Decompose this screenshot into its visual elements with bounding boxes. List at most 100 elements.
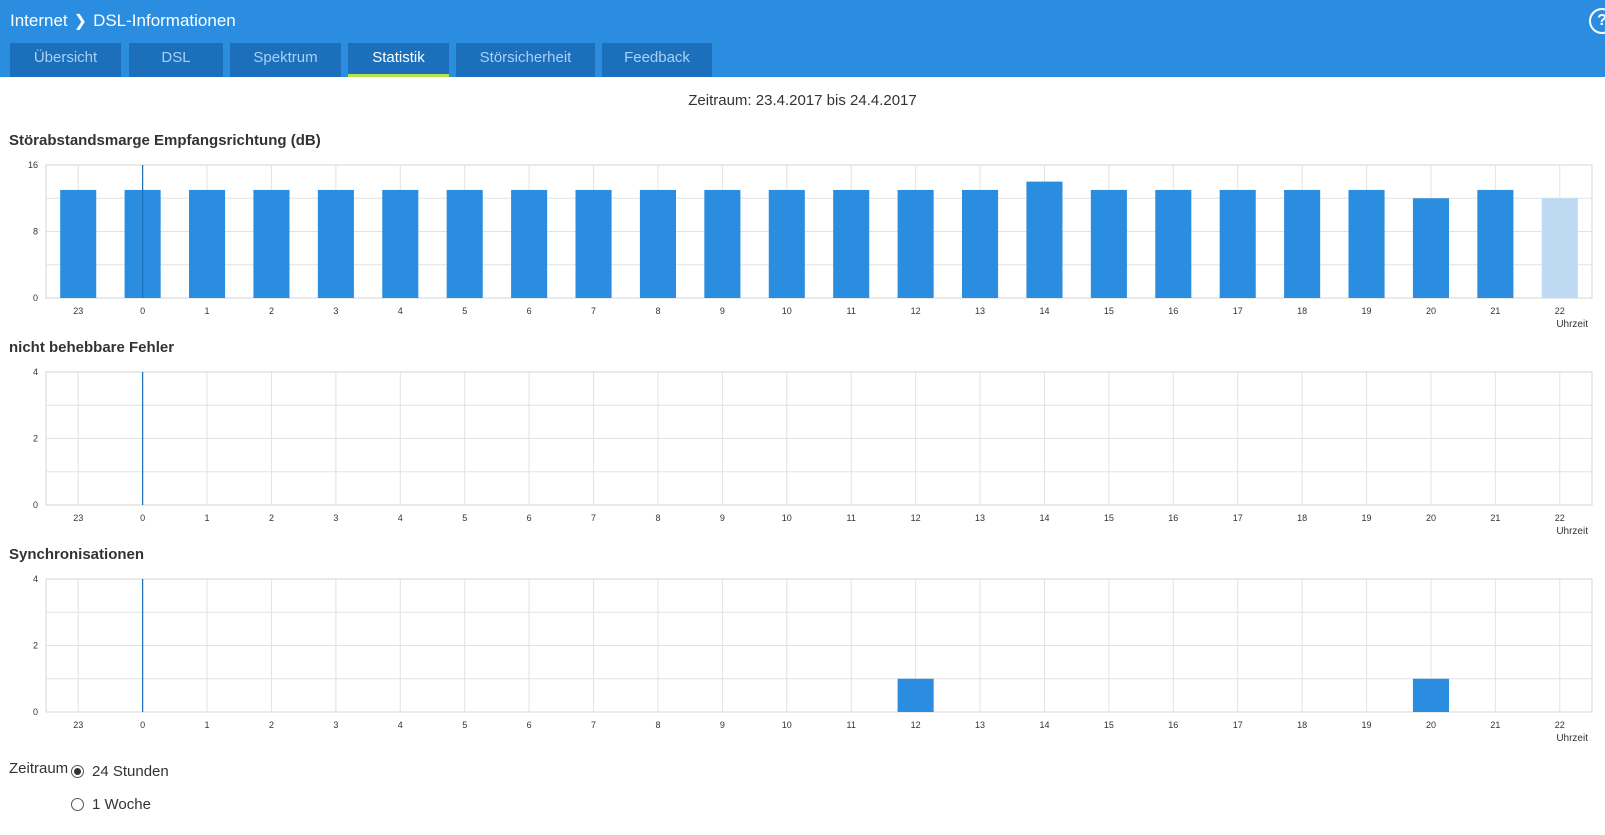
bar <box>382 189 419 298</box>
y-tick-label: 2 <box>33 434 38 444</box>
tab-uebersicht[interactable]: Übersicht <box>10 43 121 77</box>
help-icon[interactable]: ? <box>1589 8 1605 34</box>
y-tick-label: 0 <box>33 500 38 510</box>
x-tick-label: 9 <box>720 306 725 316</box>
x-tick-label: 4 <box>398 720 403 730</box>
x-tick-label: 5 <box>462 513 467 523</box>
radio-1-woche[interactable]: 1 Woche <box>71 796 151 813</box>
bar <box>1412 678 1449 712</box>
bar <box>897 189 934 298</box>
x-tick-label: 1 <box>205 513 210 523</box>
y-tick-label: 2 <box>33 641 38 651</box>
breadcrumb-dsl-informationen: DSL-Informationen <box>93 11 236 30</box>
x-axis-label: Uhrzeit <box>1556 733 1588 744</box>
x-axis-label: Uhrzeit <box>1556 526 1588 537</box>
tab-stoersicherheit[interactable]: Störsicherheit <box>456 43 595 77</box>
x-tick-label: 2 <box>269 513 274 523</box>
x-tick-label: 12 <box>911 513 921 523</box>
bar <box>575 189 612 298</box>
x-tick-label: 2 <box>269 720 274 730</box>
x-tick-label: 18 <box>1297 513 1307 523</box>
bar <box>317 189 354 298</box>
x-tick-label: 21 <box>1490 513 1500 523</box>
x-tick-label: 10 <box>782 306 792 316</box>
tab-feedback[interactable]: Feedback <box>602 43 712 77</box>
x-tick-label: 0 <box>140 513 145 523</box>
x-tick-label: 19 <box>1362 720 1372 730</box>
x-tick-label: 20 <box>1426 513 1436 523</box>
tab-spektrum[interactable]: Spektrum <box>230 43 341 77</box>
zeitraum-label: Zeitraum <box>9 760 69 777</box>
bar <box>1155 189 1192 298</box>
x-tick-label: 5 <box>462 306 467 316</box>
x-tick-label: 6 <box>527 513 532 523</box>
x-tick-label: 14 <box>1039 306 1049 316</box>
x-tick-label: 13 <box>975 306 985 316</box>
x-tick-label: 20 <box>1426 306 1436 316</box>
radio-label-1w: 1 Woche <box>92 796 151 813</box>
y-tick-label: 16 <box>28 160 38 170</box>
header-bar: Internet ❯ DSL-Informationen ? Übersicht… <box>0 0 1605 77</box>
x-tick-label: 19 <box>1362 306 1372 316</box>
x-tick-label: 12 <box>911 720 921 730</box>
x-tick-label: 18 <box>1297 306 1307 316</box>
y-tick-label: 4 <box>33 574 38 584</box>
x-tick-label: 9 <box>720 720 725 730</box>
bar <box>962 189 999 298</box>
x-tick-label: 11 <box>847 306 856 316</box>
chevron-right-icon: ❯ <box>73 13 88 30</box>
x-tick-label: 9 <box>720 513 725 523</box>
x-tick-label: 3 <box>333 720 338 730</box>
x-tick-label: 8 <box>655 513 660 523</box>
x-tick-label: 17 <box>1233 720 1243 730</box>
x-tick-label: 21 <box>1490 720 1500 730</box>
period-text: Zeitraum: 23.4.2017 bis 24.4.2017 <box>688 92 917 109</box>
x-tick-label: 7 <box>591 306 596 316</box>
bar <box>704 189 741 298</box>
radio-button-1w[interactable] <box>71 798 84 811</box>
x-axis-label: Uhrzeit <box>1556 319 1588 330</box>
tab-statistik[interactable]: Statistik <box>348 43 449 77</box>
bar <box>189 189 226 298</box>
x-tick-label: 23 <box>73 513 83 523</box>
x-tick-label: 16 <box>1168 306 1178 316</box>
x-tick-label: 5 <box>462 720 467 730</box>
x-tick-label: 1 <box>205 306 210 316</box>
chart-title-snr: Störabstandsmarge Empfangsrichtung (dB) <box>9 132 321 149</box>
bar <box>897 678 934 712</box>
bar <box>1090 189 1127 298</box>
x-tick-label: 21 <box>1490 306 1500 316</box>
bar <box>446 189 483 298</box>
tab-dsl[interactable]: DSL <box>129 43 223 77</box>
x-tick-label: 4 <box>398 513 403 523</box>
x-tick-label: 22 <box>1555 513 1565 523</box>
chart-title-errors: nicht behebbare Fehler <box>9 339 175 356</box>
breadcrumb-internet[interactable]: Internet <box>10 11 68 30</box>
bar <box>1477 189 1514 298</box>
x-tick-label: 23 <box>73 720 83 730</box>
x-tick-label: 0 <box>140 720 145 730</box>
x-tick-label: 1 <box>205 720 210 730</box>
bar <box>833 189 870 298</box>
bar <box>1348 189 1385 298</box>
bar <box>1412 198 1449 298</box>
bar <box>1219 189 1256 298</box>
radio-button-24h[interactable] <box>71 765 84 778</box>
radio-label-24h: 24 Stunden <box>92 763 169 780</box>
x-tick-label: 15 <box>1104 513 1114 523</box>
x-tick-label: 15 <box>1104 306 1114 316</box>
radio-24-stunden[interactable]: 24 Stunden <box>71 763 169 780</box>
x-tick-label: 22 <box>1555 306 1565 316</box>
x-tick-label: 15 <box>1104 720 1114 730</box>
x-tick-label: 11 <box>847 720 856 730</box>
bar <box>511 189 548 298</box>
x-tick-label: 17 <box>1233 306 1243 316</box>
x-tick-label: 14 <box>1039 720 1049 730</box>
x-tick-label: 13 <box>975 720 985 730</box>
x-tick-label: 8 <box>655 720 660 730</box>
chart-title-sync: Synchronisationen <box>9 546 145 563</box>
x-tick-label: 6 <box>527 306 532 316</box>
